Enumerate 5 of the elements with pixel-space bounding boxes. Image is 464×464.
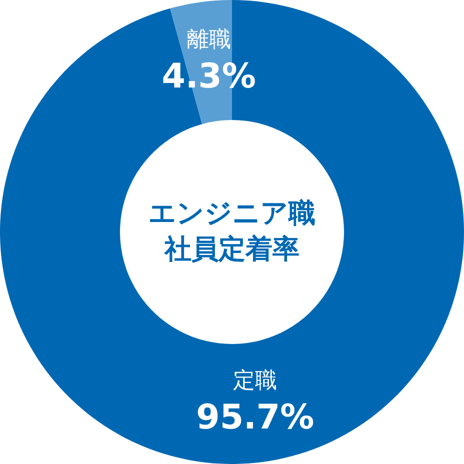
data-label: 4.3% (162, 56, 256, 97)
slice-label: 離職 (186, 28, 231, 53)
data-label: 95.7% (196, 397, 314, 438)
text: エンジニア職社員定着率 (148, 198, 316, 265)
slice-label: 定職 (233, 368, 278, 394)
